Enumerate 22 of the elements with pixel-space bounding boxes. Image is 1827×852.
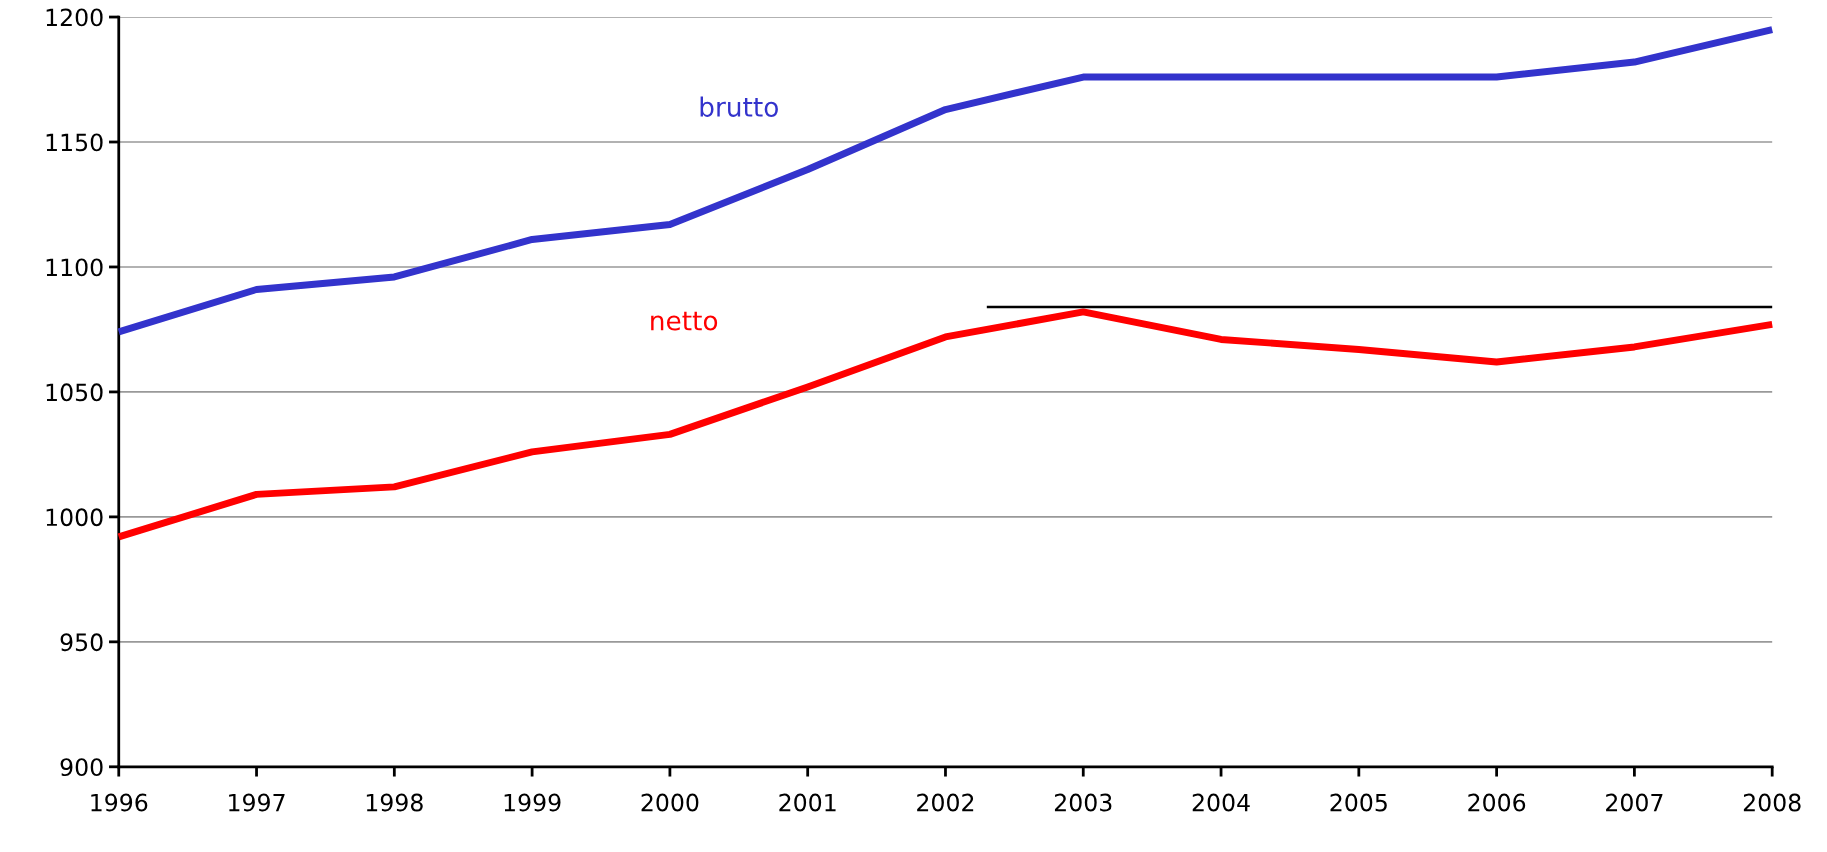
y-tick-label: 900: [60, 758, 103, 777]
x-tick-label: 2001: [779, 793, 836, 812]
x-tick-label: 2008: [1743, 793, 1801, 812]
x-tick-label: 2007: [1606, 793, 1663, 812]
x-tick-label: 2002: [917, 793, 974, 812]
x-tick-label: 1999: [504, 793, 561, 812]
x-tick-label: 1997: [229, 793, 285, 812]
x-tick-label: 1996: [91, 793, 148, 812]
x-tick-label: 2000: [641, 793, 699, 812]
x-tick-label: 2003: [1054, 793, 1112, 812]
y-tick-label: 1000: [46, 508, 103, 527]
text: netto: [651, 311, 718, 331]
x-tick-label: 2004: [1192, 793, 1250, 812]
y-tick-label: 1100: [46, 258, 103, 277]
x-tick-label: 1998: [366, 793, 423, 812]
x-tick-label: 2006: [1468, 793, 1526, 812]
y-tick-label: 950: [60, 633, 103, 652]
y-tick-label: 1050: [46, 383, 103, 402]
text: brutto: [700, 96, 778, 117]
y-tick-label: 1200: [46, 8, 103, 27]
y-tick-label: 1150: [46, 133, 103, 152]
x-tick-label: 2005: [1330, 793, 1387, 812]
